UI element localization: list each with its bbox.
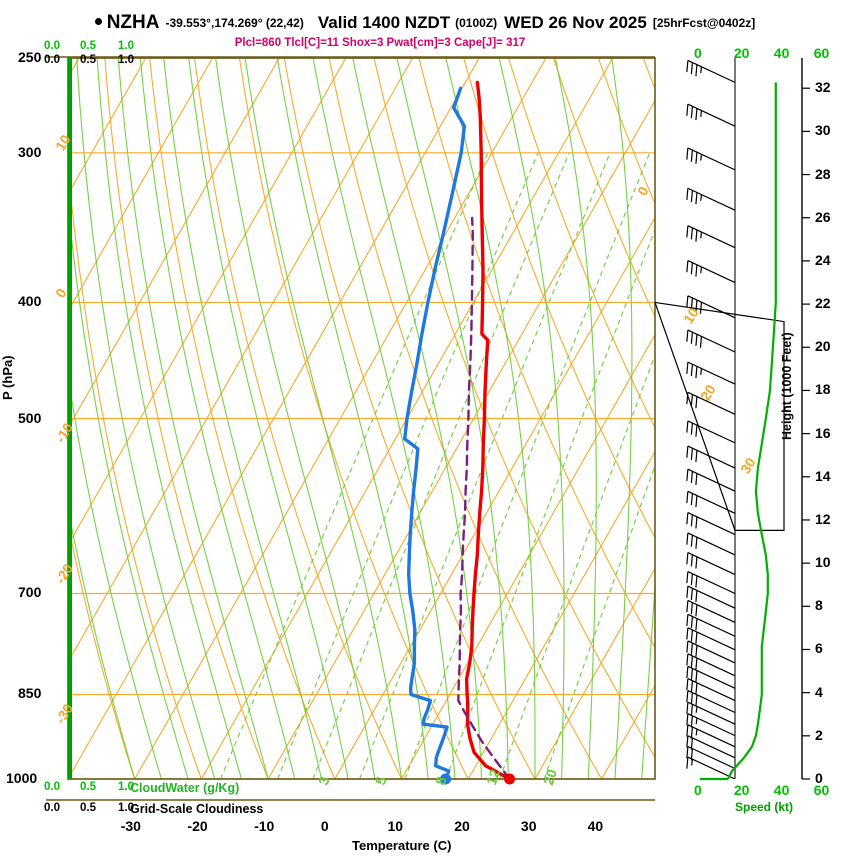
height-tick-32: 32 [815,79,831,96]
speed-tick-top-40: 40 [773,45,790,61]
temperature-tick-20: 20 [454,818,470,834]
cloudwater-bot-0: 0.0 [44,781,60,793]
temperature-tick-0: 0 [320,818,329,834]
cloudwater-bot-2: 1.0 [118,781,134,793]
height-tick-0: 0 [815,770,823,786]
cloudiness-bot-2: 1.0 [118,802,134,814]
pressure-tick-500: 500 [18,409,42,426]
height-tick-28: 28 [815,165,831,182]
speed-axis-label: Speed (kt) [735,800,794,814]
cloudiness-top-2: 1.0 [118,54,134,66]
speed-tick-bottom-20: 20 [733,782,750,798]
speed-tick-bottom-0: 0 [694,782,702,798]
height-tick-24: 24 [815,251,831,268]
height-tick-26: 26 [815,208,831,225]
pressure-tick-250: 250 [18,49,42,65]
height-tick-20: 20 [815,338,831,355]
height-tick-4: 4 [815,683,823,700]
valid-time-utc: (0100Z) [455,16,498,30]
height-tick-6: 6 [815,640,823,657]
cloudiness-bot-1: 0.5 [80,802,96,814]
cloudwater-top-0: 0.0 [44,40,60,52]
cloudiness-legend: Grid-Scale Cloudiness [130,802,264,816]
temperature-tick--10: -10 [254,818,275,834]
cloudwater-legend: CloudWater (g/Kg) [130,781,240,795]
sounding-stats: Plcl=860 Tlcl[C]=11 Shox=3 Pwat[cm]=3 Ca… [234,37,526,49]
speed-tick-top-0: 0 [694,45,702,61]
chart-header: NZHA -39.553°,174.269° (22,42) Valid 1400 … [0,12,850,34]
valid-time: Valid 1400 NZDT [317,13,451,32]
height-tick-10: 10 [815,554,831,571]
height-tick-16: 16 [815,424,831,441]
temperature-tick--20: -20 [187,818,208,834]
cloudiness-bot-0: 0.0 [44,802,60,814]
pressure-tick-850: 850 [18,685,42,702]
cloudiness-top-1: 0.5 [80,54,96,66]
station-coordinates: -39.553°,174.269° (22,42) [165,16,304,30]
height-tick-2: 2 [815,726,823,743]
speed-tick-top-60: 60 [813,45,830,61]
temperature-axis-label: Temperature (C) [352,838,452,853]
pressure-axis-label: P (hPa) [0,355,15,400]
height-tick-18: 18 [815,381,831,398]
forecast-tag: [25hrFcst@0402z] [652,16,756,30]
station-id: NZHA [106,12,160,33]
pressure-tick-300: 300 [18,143,42,160]
station-marker-icon [94,18,102,25]
cloudwater-top-2: 1.0 [118,40,134,52]
temperature-tick--30: -30 [120,818,141,834]
speed-tick-top-20: 20 [733,45,750,61]
temperature-tick-30: 30 [520,818,537,834]
pressure-tick-700: 700 [18,584,42,601]
pressure-tick-1000: 1000 [6,770,38,786]
height-tick-8: 8 [815,597,823,614]
height-tick-22: 22 [815,295,831,312]
temperature-tick-40: 40 [587,818,604,834]
speed-tick-bottom-40: 40 [773,782,790,798]
speed-tick-bottom-60: 60 [813,782,830,798]
height-tick-14: 14 [815,467,831,484]
temperature-tick-10: 10 [387,818,404,834]
pressure-tick-400: 400 [18,293,42,310]
height-tick-30: 30 [815,122,831,139]
cloudwater-top-1: 0.5 [80,40,96,52]
cloudwater-bot-1: 0.5 [80,781,96,793]
height-tick-12: 12 [815,510,831,527]
valid-date: WED 26 Nov 2025 [504,13,647,32]
height-axis-label: Height (1000 Feet) [780,332,794,440]
cloudiness-top-0: 0.0 [44,54,60,66]
